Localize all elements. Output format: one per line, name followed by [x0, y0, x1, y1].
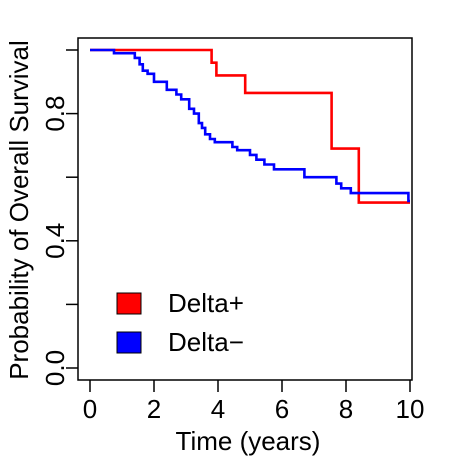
legend: Delta+ Delta− — [116, 288, 244, 357]
x-tick-label: 6 — [275, 394, 289, 424]
y-tick-label: 0.0 — [40, 350, 70, 386]
series-line-delta-minus — [90, 48, 410, 203]
series-layer — [90, 48, 410, 204]
x-tick-label: 10 — [396, 394, 425, 424]
x-tick-label: 4 — [211, 394, 225, 424]
x-tick-label: 8 — [339, 394, 353, 424]
x-tick-label: 0 — [83, 394, 97, 424]
series-line-delta-plus — [90, 48, 410, 204]
y-axis-label: Probability of Overall Survival — [4, 40, 34, 380]
legend-swatch — [116, 292, 142, 315]
x-tick-label: 2 — [147, 394, 161, 424]
y-tick-label: 0.4 — [40, 223, 70, 259]
legend-label: Delta+ — [168, 288, 244, 318]
y-axis: 0.0 0.4 0.8 — [40, 49, 78, 386]
plot-frame — [77, 37, 413, 381]
legend-swatch — [116, 331, 142, 354]
x-axis: 0 2 4 6 8 10 — [83, 380, 425, 424]
x-axis-label: Time (years) — [176, 426, 321, 456]
y-tick-label: 0.8 — [40, 96, 70, 132]
legend-label: Delta− — [168, 327, 244, 357]
